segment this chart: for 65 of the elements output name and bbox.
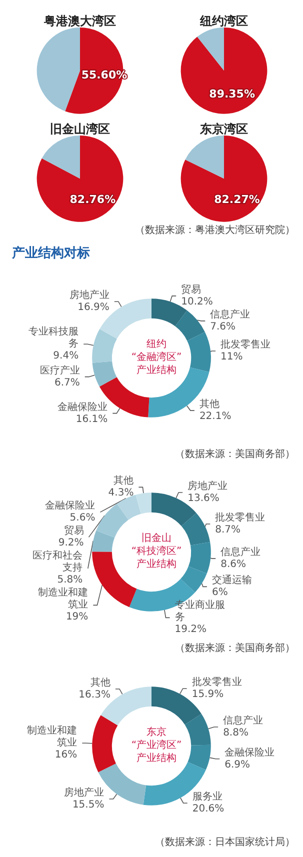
text: 产业结构对标 bbox=[11, 244, 91, 263]
text: 旧金山 “科技湾区” 产业结构 bbox=[131, 532, 182, 570]
data-label: 82.76% bbox=[70, 193, 116, 206]
slice-label: 制造业和建筑业 bbox=[27, 724, 78, 749]
slice-label: 房地产业 bbox=[188, 480, 228, 492]
slice-label: 医疗和社会支持 bbox=[32, 550, 83, 574]
slice-label: 金融保险业 bbox=[224, 746, 275, 758]
slice-label: 房地产业 bbox=[64, 786, 104, 799]
data-label: 6.7% bbox=[54, 377, 80, 388]
slice-label: 专业商业服务 bbox=[174, 599, 225, 624]
chart-title: 粤港澳大湾区 bbox=[43, 14, 116, 28]
data-label: 22.1% bbox=[199, 411, 232, 422]
data-label: 82.27% bbox=[214, 193, 260, 206]
data-label: 9.2% bbox=[58, 538, 84, 549]
data-label: 19% bbox=[66, 612, 88, 623]
slice-label: 贸易 bbox=[64, 524, 84, 537]
data-label: 8.6% bbox=[220, 559, 246, 570]
data-label: 11% bbox=[220, 352, 243, 363]
data-label: 16.3% bbox=[78, 689, 110, 700]
data-label: 4.3% bbox=[108, 488, 134, 499]
text: 东京 “产业湾区” 产业结构 bbox=[131, 726, 182, 764]
data-label: 7.6% bbox=[210, 321, 236, 332]
data-label: 16% bbox=[54, 750, 78, 761]
chart-title: 东京湾区 bbox=[198, 122, 248, 136]
data-label: 15.9% bbox=[192, 689, 224, 700]
slice-label: 金融保险业 bbox=[58, 400, 108, 413]
slice-label: 其他 bbox=[199, 398, 220, 410]
slice-label: 信息产业 bbox=[220, 546, 261, 558]
data-label: 6% bbox=[212, 587, 228, 598]
slice-label: 信息产业 bbox=[223, 714, 264, 726]
data-label: 16.9% bbox=[78, 302, 110, 314]
data-label: 9.4% bbox=[53, 350, 79, 362]
data-label: 13.6% bbox=[188, 492, 220, 504]
text: 纽约 “金融湾区” 产业结构 bbox=[131, 338, 182, 376]
slice-label: 服务业 bbox=[192, 790, 222, 803]
data-label: 8.7% bbox=[215, 524, 241, 536]
data-label: 20.6% bbox=[192, 804, 224, 815]
data-label: 15.5% bbox=[72, 800, 104, 811]
slice-label: 医疗产业 bbox=[40, 364, 80, 376]
slice-label: 其他 bbox=[114, 474, 134, 487]
slice-label: 批发零售业 bbox=[192, 676, 242, 688]
chart-title: 旧金山湾区 bbox=[50, 122, 110, 136]
text: （数据来源：美国商务部） bbox=[175, 642, 295, 656]
data-label: 6.9% bbox=[224, 759, 250, 770]
slice-label: 贸易 bbox=[181, 283, 202, 296]
data-label: 19.2% bbox=[174, 624, 207, 636]
data-label: 8.8% bbox=[223, 727, 248, 738]
slice-label: 金融保险业 bbox=[45, 500, 96, 512]
slice-label: 批发零售业 bbox=[220, 338, 271, 351]
text: （数据来源：粤港澳大湾区研究院） bbox=[135, 224, 295, 238]
slice-label: 信息产业 bbox=[210, 308, 250, 320]
slice-label: 其他 bbox=[90, 676, 110, 688]
data-label: 5.8% bbox=[57, 574, 83, 586]
data-label: 89.35% bbox=[208, 87, 254, 100]
slice-label: 制造业和建筑业 bbox=[38, 586, 88, 611]
slice-label: 房地产业 bbox=[69, 289, 110, 302]
data-label: 10.2% bbox=[181, 296, 213, 308]
data-label: 5.6% bbox=[70, 512, 96, 524]
text: （数据来源：美国商务部） bbox=[175, 448, 295, 462]
slice-label: 批发零售业 bbox=[215, 511, 266, 524]
slice-label: 交通运输 bbox=[212, 574, 252, 586]
text: （数据来源：日本国家统计局） bbox=[155, 836, 295, 850]
data-label: 16.1% bbox=[76, 414, 108, 425]
chart-title: 纽约湾区 bbox=[198, 14, 248, 28]
slice-label: 专业科技服务 bbox=[28, 326, 79, 350]
